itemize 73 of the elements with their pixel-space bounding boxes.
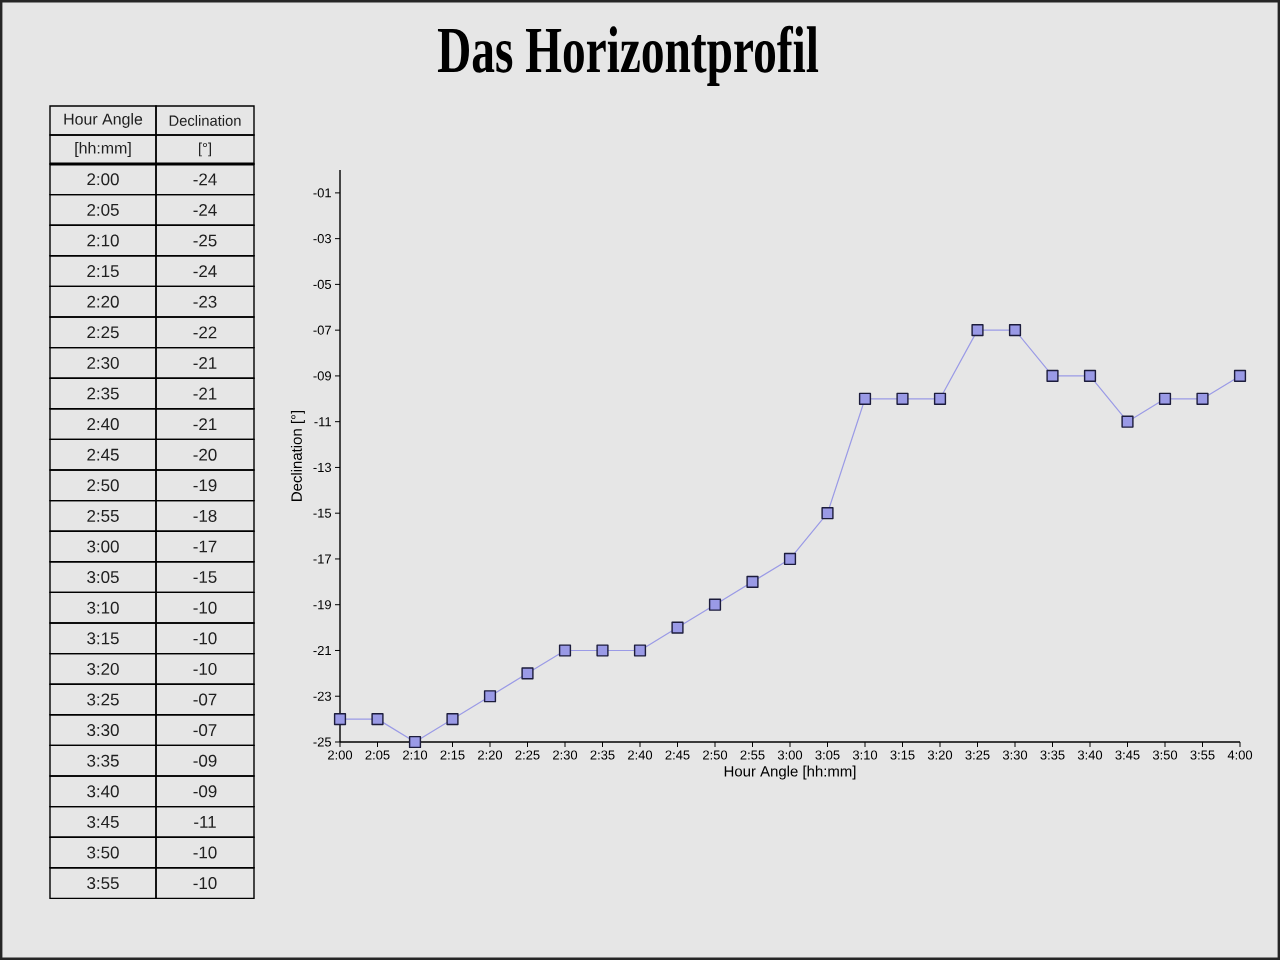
point [933,392,947,405]
text: -10 [193,662,217,675]
point [671,621,684,634]
text: -07 [193,693,217,706]
point [746,575,759,588]
text: 3:30 [87,724,119,737]
text: 3:25 [87,693,119,706]
text: -17 [193,540,217,553]
text: 2:25 [87,326,119,339]
text: -10 [193,632,217,645]
text: -19 [193,479,217,492]
point [1046,369,1059,383]
text: 3:55 [87,877,119,890]
text: -25 [193,234,217,247]
point [1008,324,1022,337]
point [1121,415,1134,428]
point [633,644,647,657]
text: 2:55 [87,509,119,522]
text: 2:10 [87,234,119,247]
point [783,552,797,566]
text: -21 [193,356,217,369]
text: 3:05 [87,571,119,584]
text: 2:15 [87,265,119,278]
text: 2:35 [87,387,119,400]
text: -09 [193,785,217,798]
text: 2:50 [87,479,119,492]
point [446,713,459,726]
text: 2:00 [87,173,119,186]
text: 2:45 [87,448,119,461]
point [971,324,984,337]
point [858,392,872,405]
text: -10 [193,846,217,859]
text: -24 [193,265,217,277]
text: -22 [193,326,217,339]
text: 3:45 [87,815,119,828]
point [708,598,722,611]
point [371,713,384,726]
point [558,644,572,657]
point [596,644,609,657]
text: -21 [193,387,217,400]
text: 2:20 [87,295,119,308]
text: -24 [193,173,217,186]
chart-title: Das Horizontprofil [437,25,819,86]
text: -21 [193,418,217,431]
point [1196,392,1209,405]
text: 3:20 [87,662,119,675]
text: -11 [194,816,216,828]
text: 3:40 [87,785,119,798]
text: -07 [193,724,217,737]
text: -18 [193,509,217,522]
text: -20 [193,448,217,461]
text: 2:05 [87,203,119,216]
point [521,667,534,680]
point [333,713,347,726]
text: -15 [193,571,217,583]
point [1233,369,1247,383]
point [408,735,422,749]
text: -24 [193,203,217,216]
text: 2:40 [87,418,119,431]
text: -10 [193,601,217,614]
point [483,690,497,703]
text: 3:50 [87,846,119,859]
text: 3:00 [87,540,119,553]
point [896,392,909,405]
text: -10 [193,877,217,890]
text: 2:30 [87,356,119,369]
point [1158,392,1172,405]
text: -23 [193,295,217,308]
text: 3:10 [87,601,119,614]
point [1083,369,1097,383]
text: -09 [193,754,217,767]
text: 3:15 [87,632,119,645]
point [821,507,834,520]
